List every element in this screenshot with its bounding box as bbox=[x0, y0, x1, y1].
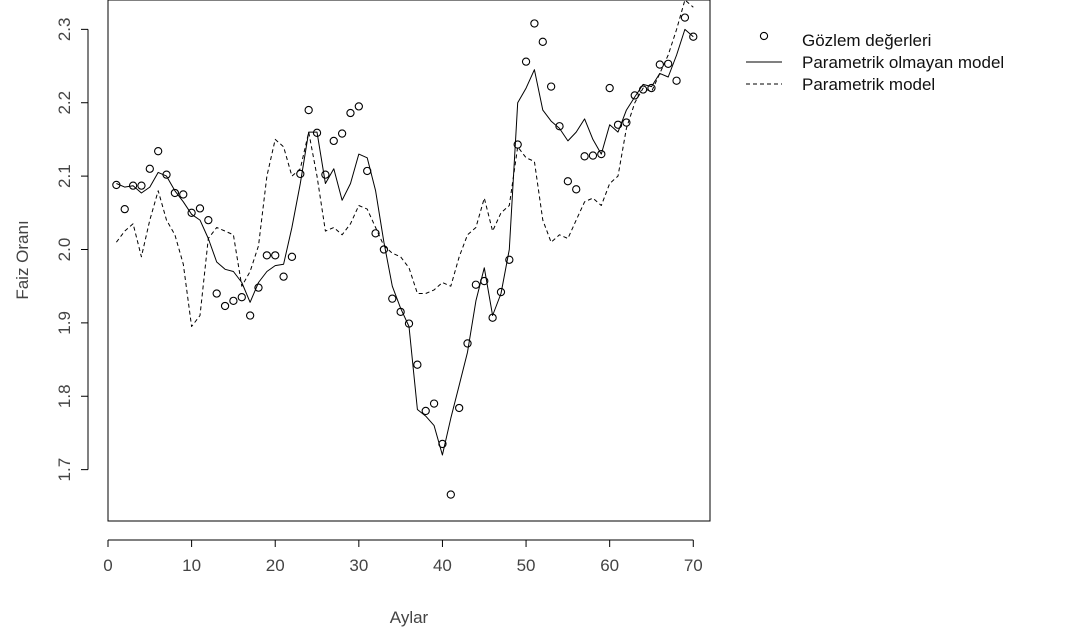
data-point bbox=[446, 490, 455, 499]
plot-frame bbox=[107, 0, 711, 522]
y-tick-label: 1.9 bbox=[55, 311, 74, 335]
data-point bbox=[588, 151, 598, 160]
data-point bbox=[664, 59, 673, 68]
series-layer bbox=[112, 0, 698, 499]
y-tick-label: 1.7 bbox=[55, 458, 74, 482]
data-point bbox=[287, 252, 297, 261]
data-point bbox=[521, 57, 531, 66]
legend-label: Gözlem değerleri bbox=[802, 31, 931, 50]
data-point bbox=[388, 294, 397, 303]
data-point bbox=[655, 60, 664, 69]
data-point bbox=[580, 152, 589, 161]
x-tick-label: 40 bbox=[433, 556, 452, 575]
data-point bbox=[237, 293, 246, 302]
data-point bbox=[346, 108, 355, 118]
data-point bbox=[630, 91, 639, 100]
data-point bbox=[530, 19, 539, 28]
data-point bbox=[672, 76, 681, 85]
data-point bbox=[296, 169, 305, 179]
y-tick-label: 1.8 bbox=[55, 384, 74, 408]
data-point bbox=[597, 149, 606, 159]
data-point bbox=[195, 204, 205, 213]
data-point bbox=[538, 37, 547, 46]
y-axis-title: Faiz Oranı bbox=[13, 220, 32, 299]
data-point bbox=[379, 245, 389, 254]
y-tick-label: 2.0 bbox=[55, 238, 74, 262]
data-point bbox=[429, 399, 439, 408]
y-axis: 1.7 1.8 1.9 2.0 2.1 2.2 2.3 bbox=[55, 18, 89, 482]
data-point bbox=[505, 255, 514, 264]
legend-marker-points bbox=[759, 31, 769, 41]
data-point bbox=[220, 301, 230, 311]
data-point bbox=[647, 83, 656, 93]
data-point bbox=[179, 190, 188, 199]
data-point bbox=[254, 283, 263, 292]
data-point bbox=[455, 403, 464, 413]
legend-label: Parametrik olmayan model bbox=[802, 53, 1004, 72]
data-point bbox=[279, 272, 288, 281]
data-point bbox=[204, 215, 213, 225]
data-point bbox=[421, 406, 430, 416]
data-point bbox=[245, 311, 255, 320]
data-point bbox=[329, 136, 338, 146]
y-tick-label: 2.3 bbox=[55, 18, 74, 42]
data-point bbox=[563, 177, 573, 186]
data-point bbox=[229, 296, 238, 306]
series-line-parametric-model bbox=[115, 0, 694, 327]
data-point bbox=[605, 83, 614, 93]
series-line-nonparametric-model bbox=[116, 28, 694, 456]
data-point bbox=[128, 181, 138, 190]
data-point bbox=[471, 280, 481, 289]
legend: Gözlem değerleri Parametrik olmayan model… bbox=[746, 31, 1004, 94]
data-point bbox=[304, 105, 313, 115]
x-axis-title: Aylar bbox=[390, 608, 429, 627]
data-point bbox=[262, 251, 272, 260]
data-point bbox=[496, 287, 506, 297]
data-point bbox=[463, 339, 472, 348]
data-point bbox=[170, 188, 180, 198]
data-point bbox=[137, 181, 146, 190]
y-tick-label: 2.1 bbox=[55, 164, 74, 188]
data-point bbox=[212, 289, 221, 298]
data-point bbox=[354, 102, 363, 111]
data-point bbox=[120, 204, 129, 214]
data-point bbox=[371, 229, 380, 238]
data-point bbox=[145, 164, 154, 173]
data-point bbox=[622, 118, 631, 127]
data-point bbox=[337, 129, 347, 138]
y-tick-label: 2.2 bbox=[55, 91, 74, 115]
data-point bbox=[154, 147, 163, 156]
x-tick-label: 20 bbox=[266, 556, 285, 575]
data-point bbox=[271, 251, 280, 260]
x-tick-label: 10 bbox=[182, 556, 201, 575]
data-point bbox=[321, 170, 330, 179]
data-point bbox=[187, 208, 196, 217]
x-tick-label: 0 bbox=[103, 556, 112, 575]
x-tick-label: 70 bbox=[684, 556, 703, 575]
data-point bbox=[572, 185, 581, 194]
data-point bbox=[689, 32, 698, 41]
data-point bbox=[613, 120, 623, 129]
data-point bbox=[680, 13, 690, 22]
x-tick-label: 50 bbox=[517, 556, 536, 575]
data-point bbox=[638, 85, 648, 94]
x-tick-label: 30 bbox=[349, 556, 368, 575]
series-observations bbox=[112, 13, 698, 499]
data-point bbox=[413, 360, 422, 369]
data-point bbox=[312, 128, 322, 137]
x-axis: 0 10 20 30 40 50 60 70 bbox=[103, 539, 703, 575]
x-tick-label: 60 bbox=[600, 556, 619, 575]
legend-label: Parametrik model bbox=[802, 75, 935, 94]
data-point bbox=[546, 82, 556, 91]
data-point bbox=[555, 122, 564, 131]
